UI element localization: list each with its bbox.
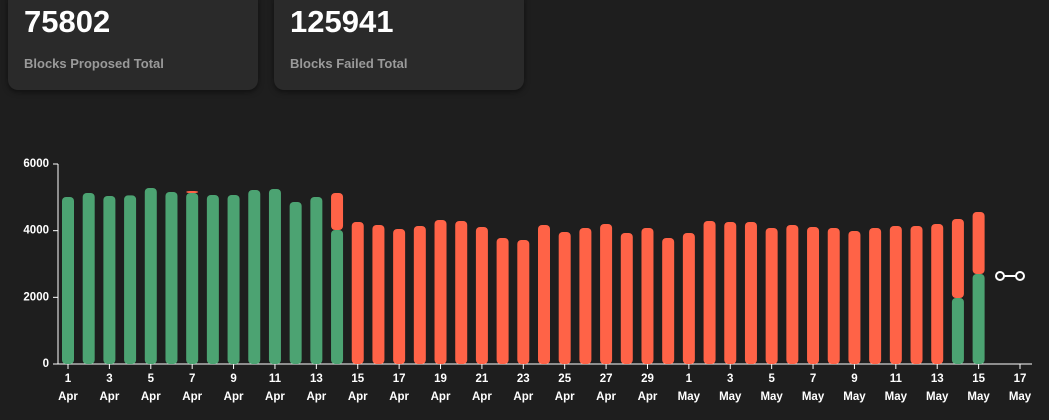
- bar-segment: [600, 224, 613, 364]
- bar-segment: [372, 225, 385, 364]
- bar-segment: [206, 195, 219, 364]
- bar-segment: [165, 192, 178, 364]
- stat-label: Blocks Proposed Total: [24, 56, 164, 71]
- x-tick-label: 11 May: [885, 373, 908, 403]
- bar-segment: [186, 193, 199, 364]
- x-tick-label: 13 Apr: [306, 373, 326, 403]
- bar-segment: [641, 228, 654, 364]
- bar-segment: [455, 221, 468, 364]
- y-tick-label: 0: [43, 358, 49, 370]
- bar-segment: [910, 226, 923, 364]
- bar-segment: [496, 238, 509, 364]
- bar-segment: [786, 225, 799, 364]
- zoom-handle[interactable]: [995, 271, 1025, 281]
- bar-segment: [186, 191, 199, 193]
- bar-segment: [931, 224, 944, 364]
- x-tick-label: 17 May: [1009, 373, 1032, 403]
- bar-segment: [434, 220, 447, 364]
- bar-segment: [662, 238, 675, 364]
- bar-segment: [765, 228, 778, 364]
- x-tick-label: 3 May: [719, 373, 742, 403]
- bar-segment: [703, 221, 716, 364]
- bar-segment: [227, 195, 240, 364]
- bar-segment: [972, 274, 985, 364]
- bar-segment: [538, 225, 550, 364]
- bar-segment: [144, 188, 157, 364]
- x-tick-label: 3 Apr: [99, 373, 119, 403]
- x-tick-label: 27 Apr: [596, 373, 616, 403]
- x-tick-label: 23 Apr: [513, 373, 533, 403]
- x-tick-label: 19 Apr: [431, 373, 451, 403]
- bar-segment: [951, 298, 964, 364]
- bar-segment: [310, 197, 323, 364]
- x-tick-label: 9 Apr: [224, 373, 244, 403]
- x-tick-label: 29 Apr: [638, 373, 658, 403]
- bar-segment: [620, 233, 633, 364]
- stat-value: 75802: [24, 4, 111, 39]
- bar-segment: [951, 219, 964, 298]
- bar-segment: [351, 222, 364, 364]
- x-tick-label: 9 May: [843, 373, 866, 403]
- x-tick-label: 11 Apr: [265, 373, 285, 403]
- x-tick-label: 17 Apr: [389, 373, 409, 403]
- x-tick-label: 13 May: [926, 373, 949, 403]
- bar-segment: [103, 196, 116, 364]
- y-tick-label: 6000: [23, 158, 49, 170]
- stat-value: 125941: [290, 4, 394, 39]
- x-tick-label: 7 May: [802, 373, 825, 403]
- bar-segment: [517, 240, 530, 364]
- bar-segment: [744, 222, 757, 364]
- bar-segment: [558, 232, 571, 364]
- bar-segment: [972, 212, 985, 274]
- stat-card: 75802 Blocks Proposed Total: [8, 0, 258, 90]
- bar-segment: [869, 228, 882, 364]
- bar-segment: [124, 195, 137, 364]
- bar-segment: [62, 197, 74, 364]
- bar-segment: [682, 233, 695, 364]
- bar-segment: [807, 227, 820, 364]
- x-tick-label: 25 Apr: [555, 373, 575, 403]
- bar-segment: [331, 230, 344, 364]
- x-tick-label: 15 Apr: [348, 373, 368, 403]
- bar-segment: [331, 193, 344, 230]
- bar-segment: [889, 226, 902, 364]
- stat-label: Blocks Failed Total: [290, 56, 408, 71]
- x-tick-label: 5 Apr: [141, 373, 161, 403]
- x-tick-label: 7 Apr: [182, 373, 202, 403]
- bar-segment: [724, 222, 737, 364]
- bar-segment: [268, 189, 281, 364]
- x-tick-label: 1 May: [678, 373, 701, 403]
- bar-segment: [475, 227, 488, 364]
- x-tick-label: 21 Apr: [472, 373, 492, 403]
- x-tick-label: 5 May: [760, 373, 783, 403]
- bar-segment: [848, 231, 861, 364]
- x-tick-label: 15 May: [967, 373, 990, 403]
- y-tick-label: 4000: [23, 225, 49, 237]
- bar-segment: [413, 226, 426, 364]
- bar-segment: [289, 202, 302, 364]
- x-tick-label: 1 Apr: [58, 373, 78, 403]
- bar-segment: [579, 228, 592, 364]
- stat-card: 125941 Blocks Failed Total: [274, 0, 524, 90]
- y-tick-label: 2000: [23, 291, 49, 303]
- bar-segment: [393, 229, 406, 364]
- bar-segment: [82, 193, 95, 364]
- bar-segment: [248, 190, 261, 364]
- bar-segment: [827, 228, 840, 364]
